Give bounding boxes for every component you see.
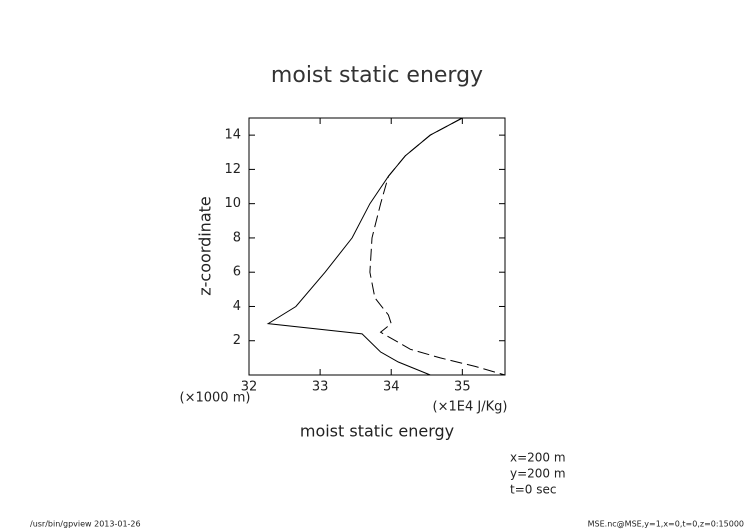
profile-line [369, 117, 506, 376]
footer-right: MSE.nc@MSE,y=1,x=0,t=0,z=0:15000 [588, 520, 744, 529]
chart-title: moist static energy [271, 63, 483, 88]
x-tick-label: 33 [312, 380, 329, 395]
footer-left: /usr/bin/gpview 2013-01-26 [30, 520, 141, 529]
profile-line [266, 117, 463, 376]
x-tick-label: 32 [241, 380, 258, 395]
y-tick-label: 2 [233, 333, 241, 348]
annotation: t=0 sec [510, 483, 556, 497]
y-tick-label: 12 [224, 162, 241, 177]
y-tick-label: 8 [233, 230, 241, 245]
y-tick-label: 10 [224, 196, 241, 211]
y-tick-label: 6 [233, 265, 241, 280]
y-tick-label: 4 [233, 299, 241, 314]
x-tick-label: 34 [383, 380, 400, 395]
plot-frame [248, 117, 506, 376]
x-axis-label: moist static energy [300, 422, 454, 441]
y-axis-label: z-coordinate [196, 196, 215, 296]
y-unit: (×1000 m) [180, 391, 251, 406]
x-tick-label: 35 [454, 380, 471, 395]
x-unit: (×1E4 J/Kg) [433, 400, 508, 415]
y-tick-label: 14 [224, 128, 241, 143]
annotation: y=200 m [510, 467, 566, 481]
annotation: x=200 m [510, 451, 566, 465]
